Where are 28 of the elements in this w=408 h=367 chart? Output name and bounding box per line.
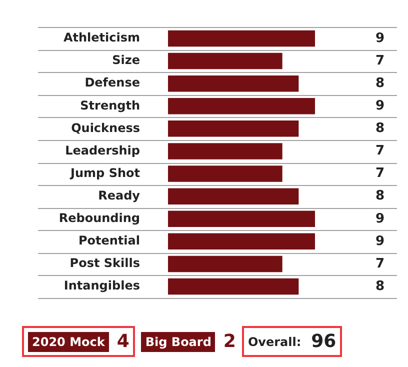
outlined-box: 2020 Mock 4 bbox=[22, 326, 136, 357]
data-label: 7 bbox=[375, 144, 385, 159]
data-label: 8 bbox=[375, 76, 385, 91]
data-label: 7 bbox=[375, 166, 385, 182]
text: 2 bbox=[223, 331, 236, 352]
data-label: 7 bbox=[375, 53, 385, 68]
y-tick-label: Rebounding bbox=[58, 211, 140, 225]
y-tick-label: Quickness bbox=[71, 120, 140, 135]
data-label: 8 bbox=[375, 121, 385, 136]
data-label: 8 bbox=[375, 188, 385, 204]
y-tick-label: Strength bbox=[80, 98, 140, 112]
y-tick-label: Size bbox=[112, 53, 140, 68]
data-label: 9 bbox=[375, 98, 385, 114]
y-tick-label: Ready bbox=[98, 188, 140, 202]
data-label: 9 bbox=[375, 30, 385, 46]
y-tick-label: Potential bbox=[78, 234, 140, 248]
y-tick-label: Leadership bbox=[65, 143, 140, 158]
y-tick-label: Post Skills bbox=[70, 256, 140, 270]
data-label: 9 bbox=[375, 211, 385, 226]
y-tick-label: Intangibles bbox=[64, 278, 140, 293]
y-tick-label: Jump Shot bbox=[70, 166, 140, 180]
data-label: 7 bbox=[375, 256, 385, 272]
outlined-box: Overall: 96 bbox=[242, 326, 342, 357]
data-label: 9 bbox=[375, 234, 385, 249]
data-label: 8 bbox=[375, 278, 385, 294]
y-tick-label: Defense bbox=[84, 76, 140, 90]
text: Big Board bbox=[141, 332, 216, 352]
y-tick-label: Athleticism bbox=[63, 30, 140, 45]
